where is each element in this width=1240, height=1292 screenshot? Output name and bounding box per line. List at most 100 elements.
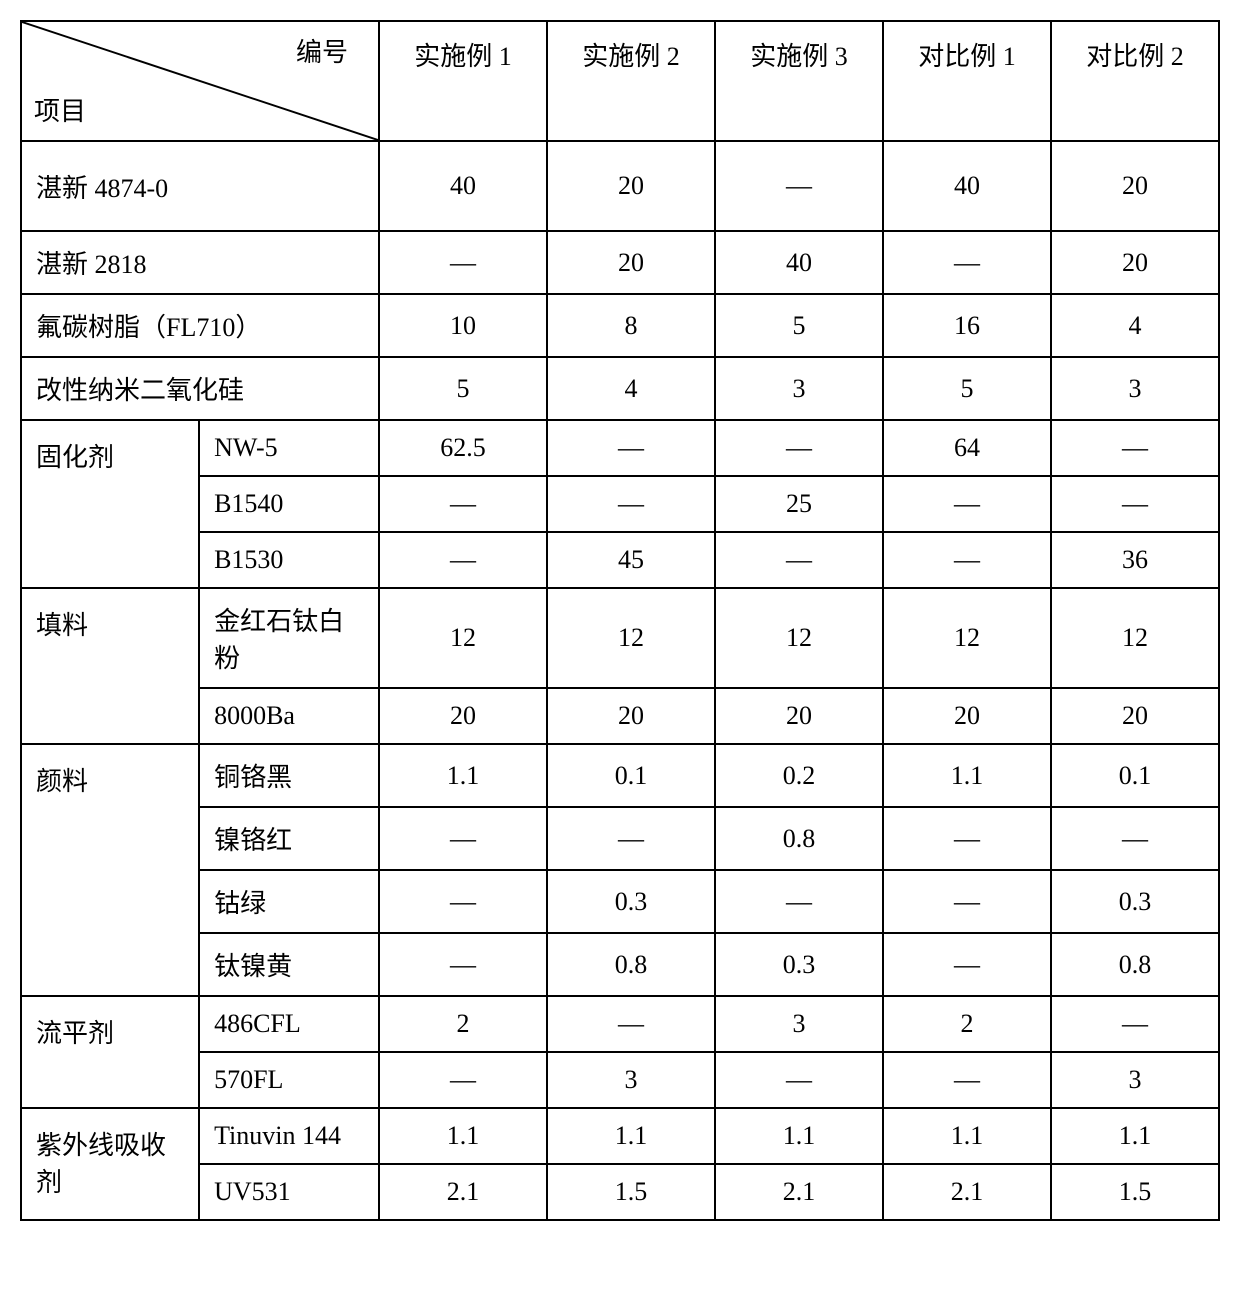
sub-label: 金红石钛白粉: [199, 588, 379, 688]
data-cell: —: [715, 420, 883, 476]
data-cell: —: [379, 476, 547, 532]
sub-label: 钴绿: [199, 870, 379, 933]
data-cell: —: [883, 870, 1051, 933]
data-cell: 20: [1051, 141, 1219, 231]
data-cell: 2: [883, 996, 1051, 1052]
sub-label: 8000Ba: [199, 688, 379, 744]
data-cell: 8: [547, 294, 715, 357]
sub-label: 570FL: [199, 1052, 379, 1108]
header-row: 编号 项目 实施例 1 实施例 2 实施例 3 对比例 1 对比例 2: [21, 21, 1219, 141]
column-header: 实施例 2: [547, 21, 715, 141]
data-cell: 4: [1051, 294, 1219, 357]
data-cell: 12: [715, 588, 883, 688]
data-cell: 45: [547, 532, 715, 588]
data-cell: 2.1: [715, 1164, 883, 1220]
group-label: 流平剂: [21, 996, 199, 1108]
data-cell: 10: [379, 294, 547, 357]
header-top-label: 编号: [296, 32, 348, 69]
data-cell: 2: [379, 996, 547, 1052]
table-row: 流平剂486CFL2—32—: [21, 996, 1219, 1052]
data-cell: 40: [379, 141, 547, 231]
data-cell: 3: [547, 1052, 715, 1108]
data-cell: —: [883, 231, 1051, 294]
data-cell: 4: [547, 357, 715, 420]
column-header: 实施例 1: [379, 21, 547, 141]
data-cell: 1.1: [1051, 1108, 1219, 1164]
row-label: 湛新 2818: [21, 231, 379, 294]
table-row: 钴绿—0.3——0.3: [21, 870, 1219, 933]
data-cell: 0.3: [715, 933, 883, 996]
data-cell: —: [1051, 807, 1219, 870]
data-cell: 40: [715, 231, 883, 294]
data-cell: 0.8: [715, 807, 883, 870]
table-row: 颜料铜铬黑1.10.10.21.10.1: [21, 744, 1219, 807]
data-cell: 0.3: [1051, 870, 1219, 933]
data-cell: —: [379, 532, 547, 588]
group-label: 紫外线吸收剂: [21, 1108, 199, 1220]
table-body: 湛新 4874-04020—4020湛新 2818—2040—20氟碳树脂（FL…: [21, 141, 1219, 1220]
table-row: 镍铬红——0.8——: [21, 807, 1219, 870]
column-header: 对比例 2: [1051, 21, 1219, 141]
sub-label: NW-5: [199, 420, 379, 476]
group-label: 填料: [21, 588, 199, 744]
data-cell: —: [715, 870, 883, 933]
data-cell: —: [883, 476, 1051, 532]
data-cell: 5: [715, 294, 883, 357]
data-cell: —: [547, 476, 715, 532]
table-header: 编号 项目 实施例 1 实施例 2 实施例 3 对比例 1 对比例 2: [21, 21, 1219, 141]
data-cell: —: [883, 807, 1051, 870]
sub-label: 钛镍黄: [199, 933, 379, 996]
sub-label: 镍铬红: [199, 807, 379, 870]
data-cell: 20: [883, 688, 1051, 744]
data-cell: 5: [379, 357, 547, 420]
data-cell: 64: [883, 420, 1051, 476]
data-cell: 0.8: [547, 933, 715, 996]
table-row: 紫外线吸收剂Tinuvin 1441.11.11.11.11.1: [21, 1108, 1219, 1164]
row-label: 改性纳米二氧化硅: [21, 357, 379, 420]
sub-label: UV531: [199, 1164, 379, 1220]
data-cell: 62.5: [379, 420, 547, 476]
row-label: 湛新 4874-0: [21, 141, 379, 231]
data-cell: 3: [1051, 357, 1219, 420]
data-cell: 3: [715, 357, 883, 420]
data-cell: 16: [883, 294, 1051, 357]
group-label: 颜料: [21, 744, 199, 996]
data-cell: 20: [547, 231, 715, 294]
table-row: 改性纳米二氧化硅54353: [21, 357, 1219, 420]
data-cell: 20: [547, 141, 715, 231]
data-cell: 2.1: [883, 1164, 1051, 1220]
table-row: 氟碳树脂（FL710）1085164: [21, 294, 1219, 357]
data-cell: —: [379, 807, 547, 870]
data-cell: 12: [547, 588, 715, 688]
data-cell: —: [1051, 476, 1219, 532]
data-cell: 1.1: [883, 744, 1051, 807]
table-row: UV5312.11.52.12.11.5: [21, 1164, 1219, 1220]
data-cell: 25: [715, 476, 883, 532]
data-cell: —: [1051, 996, 1219, 1052]
group-label: 固化剂: [21, 420, 199, 588]
data-cell: —: [883, 933, 1051, 996]
data-cell: —: [379, 870, 547, 933]
data-cell: 0.1: [1051, 744, 1219, 807]
data-cell: —: [883, 1052, 1051, 1108]
data-cell: —: [715, 532, 883, 588]
data-cell: —: [547, 420, 715, 476]
table-row: B1530—45——36: [21, 532, 1219, 588]
data-cell: 12: [883, 588, 1051, 688]
sub-label: 486CFL: [199, 996, 379, 1052]
data-cell: 5: [883, 357, 1051, 420]
row-label: 氟碳树脂（FL710）: [21, 294, 379, 357]
column-header: 对比例 1: [883, 21, 1051, 141]
table-row: 8000Ba2020202020: [21, 688, 1219, 744]
data-cell: 1.1: [379, 744, 547, 807]
table-row: B1540——25——: [21, 476, 1219, 532]
sub-label: Tinuvin 144: [199, 1108, 379, 1164]
data-cell: 12: [379, 588, 547, 688]
data-cell: 36: [1051, 532, 1219, 588]
header-bottom-label: 项目: [34, 91, 86, 128]
data-cell: 2.1: [379, 1164, 547, 1220]
data-cell: 20: [1051, 231, 1219, 294]
data-cell: 20: [547, 688, 715, 744]
table-row: 湛新 2818—2040—20: [21, 231, 1219, 294]
data-cell: 12: [1051, 588, 1219, 688]
